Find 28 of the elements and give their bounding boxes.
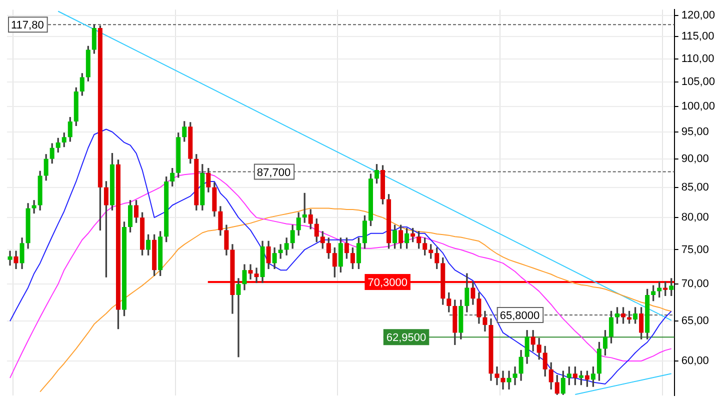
candlestick (512, 366, 518, 386)
candlestick (254, 268, 259, 284)
candlestick (506, 370, 512, 390)
candlestick (248, 264, 253, 280)
y-tick-label: 75,00 (681, 244, 709, 256)
candlestick (494, 366, 500, 386)
y-tick-label: 85,00 (681, 181, 709, 194)
ref-line-label: 87,700 (256, 166, 291, 179)
ref-line-label: 70,3000 (368, 277, 408, 290)
y-tick-label: 95,00 (681, 126, 709, 138)
candlestick (32, 200, 36, 214)
candlestick (278, 244, 283, 259)
ref-line-label: 62,9500 (386, 332, 426, 344)
y-tick-label: 60,00 (681, 355, 709, 368)
candlestick (500, 370, 506, 390)
ref-line-label: 117,80 (11, 20, 44, 32)
y-tick-label: 105,00 (681, 76, 716, 88)
y-tick-label: 115,00 (681, 30, 714, 43)
y-tick-label: 70,00 (681, 278, 709, 290)
ref-line-label: 65,8000 (500, 310, 540, 322)
y-tick-label: 65,00 (681, 315, 709, 328)
y-tick-label: 100,00 (681, 100, 716, 112)
candlestick (236, 278, 241, 358)
y-tick-label: 120,00 (681, 9, 716, 22)
candlestick (8, 250, 12, 266)
y-tick-label: 80,00 (681, 212, 709, 224)
y-tick-label: 110,00 (681, 52, 714, 65)
y-tick-label: 90,00 (681, 152, 709, 165)
